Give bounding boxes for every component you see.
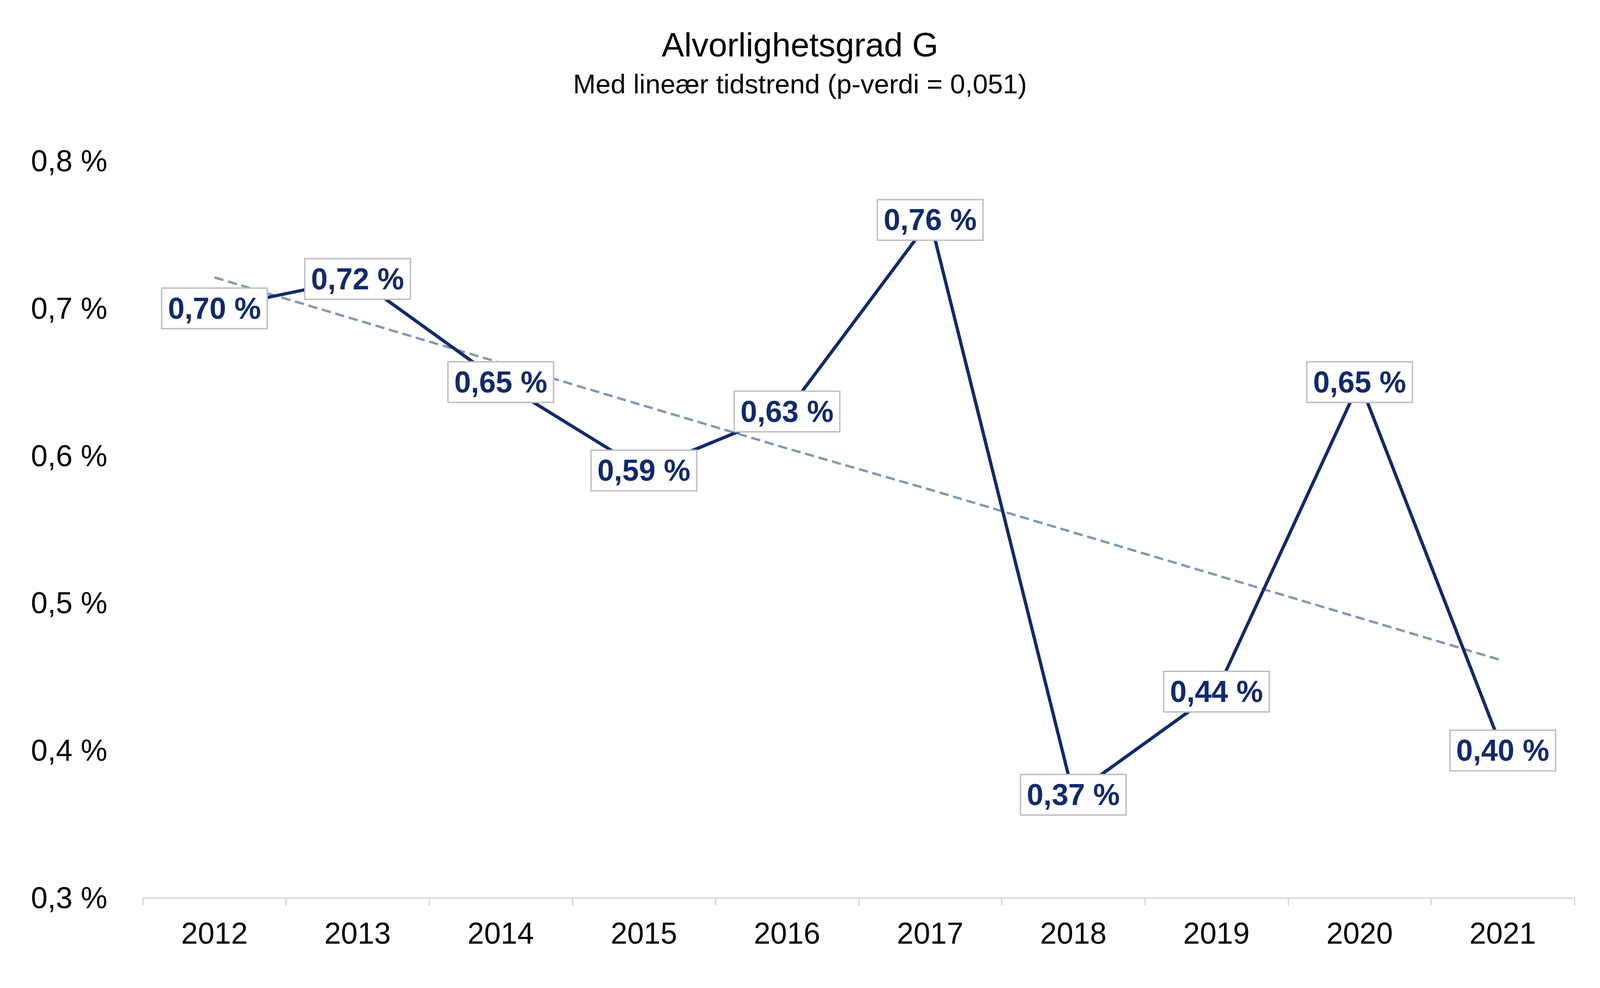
svg-text:2019: 2019 [1183, 916, 1250, 951]
svg-text:0,59 %: 0,59 % [597, 453, 691, 488]
svg-text:2017: 2017 [896, 916, 964, 951]
svg-text:0,72 %: 0,72 % [310, 262, 404, 297]
svg-text:0,65 %: 0,65 % [1312, 365, 1406, 400]
svg-text:0,70 %: 0,70 % [168, 291, 261, 326]
svg-text:2021: 2021 [1469, 916, 1537, 951]
svg-text:Alvorlighetsgrad G: Alvorlighetsgrad G [661, 26, 938, 64]
svg-text:2015: 2015 [610, 916, 677, 951]
svg-text:0,44 %: 0,44 % [1170, 675, 1263, 709]
svg-text:0,5 %: 0,5 % [30, 586, 108, 621]
svg-text:0,4 %: 0,4 % [30, 733, 108, 768]
svg-text:0,7 %: 0,7 % [30, 291, 108, 326]
svg-text:2020: 2020 [1326, 916, 1393, 951]
svg-text:0,40 %: 0,40 % [1456, 733, 1550, 768]
svg-text:Med lineær tidstrend (p-verdi: Med lineær tidstrend (p-verdi = 0,051) [573, 68, 1028, 99]
svg-text:0,37 %: 0,37 % [1026, 778, 1120, 812]
svg-text:2014: 2014 [467, 916, 534, 951]
svg-text:0,8 %: 0,8 % [30, 144, 108, 178]
svg-text:2012: 2012 [181, 916, 248, 951]
svg-text:0,6 %: 0,6 % [30, 439, 108, 473]
svg-text:0,65 %: 0,65 % [454, 365, 548, 400]
svg-text:0,63 %: 0,63 % [740, 394, 834, 429]
svg-text:2013: 2013 [324, 916, 391, 951]
svg-text:0,3 %: 0,3 % [30, 881, 108, 916]
svg-text:0,76 %: 0,76 % [883, 203, 977, 237]
svg-text:2018: 2018 [1040, 916, 1107, 951]
svg-text:2016: 2016 [754, 916, 821, 951]
